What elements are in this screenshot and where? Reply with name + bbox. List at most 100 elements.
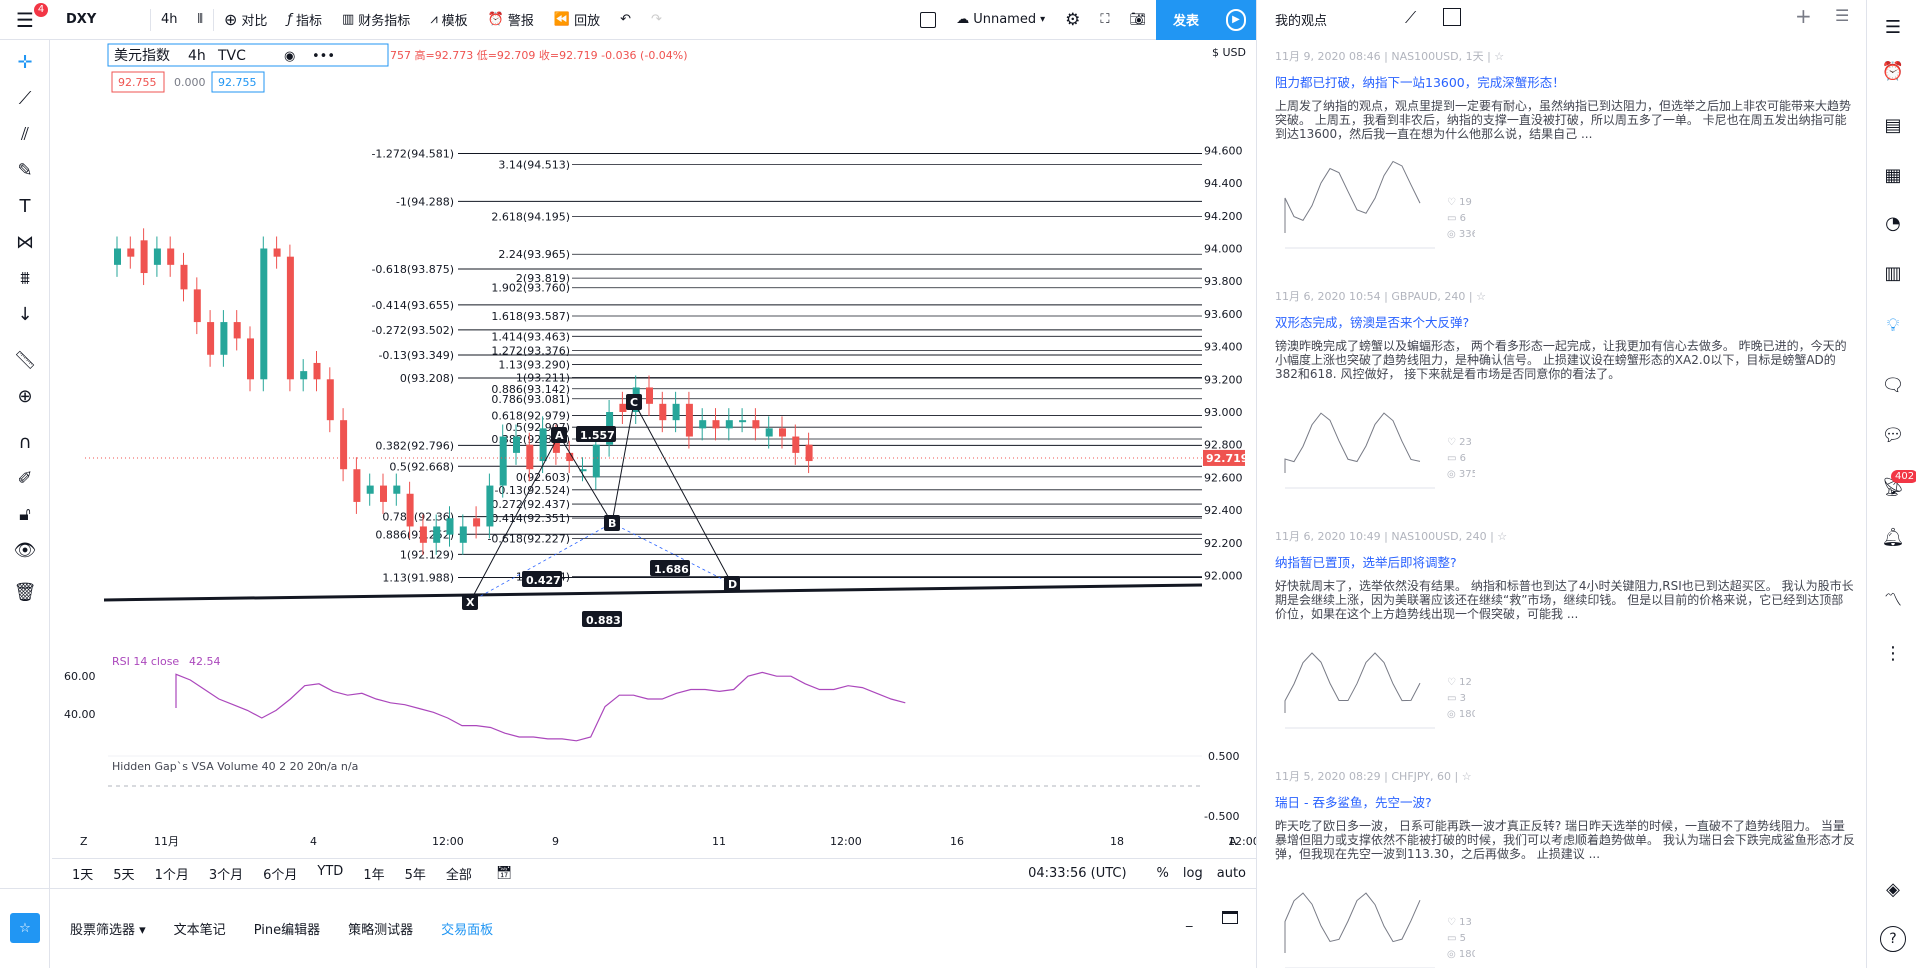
range-button[interactable]: 1个月: [154, 868, 189, 883]
idea-thumbnail[interactable]: ♡ 12 ▭ 3 ◎ 180: [1275, 633, 1478, 743]
auto-toggle[interactable]: auto: [1216, 866, 1246, 881]
percent-toggle[interactable]: %: [1156, 866, 1169, 881]
calendar-icon[interactable]: 📅︎: [495, 866, 513, 881]
range-button[interactable]: 1天: [72, 868, 94, 883]
brush-icon[interactable]: ✎: [17, 159, 33, 181]
legend-more-icon[interactable]: •••: [312, 49, 335, 64]
text-tool-icon[interactable]: T: [19, 195, 31, 217]
candle-body: [792, 436, 800, 453]
legend-eye-icon[interactable]: ◉: [284, 49, 295, 64]
idea-card[interactable]: 11月 6, 2020 10:54 | GBPAUD, 240 | ☆ 双形态完成…: [1275, 288, 1855, 503]
interval-button[interactable]: 4h: [161, 12, 178, 27]
trash-icon[interactable]: 🗑︎: [13, 581, 37, 603]
idea-thumbnail[interactable]: ♡ 19 ▭ 6 ◎ 336: [1275, 153, 1478, 263]
price-tick: 94.400: [1204, 177, 1243, 190]
idea-title[interactable]: 纳指暂已置顶，选举后即将调整?: [1275, 555, 1457, 570]
clock[interactable]: 04:33:56 (UTC): [1028, 866, 1127, 881]
fullscreen-button[interactable]: ⛶: [1090, 0, 1119, 40]
prediction-tool-icon[interactable]: ⩩: [20, 267, 30, 289]
hotlist-icon[interactable]: ◔: [1885, 212, 1901, 234]
fib-tool-icon[interactable]: ⫽: [20, 123, 30, 145]
crosshair-icon[interactable]: ✛: [17, 51, 33, 73]
templates-label: 模板: [441, 14, 468, 29]
snapshot-button[interactable]: 📷︎: [1119, 0, 1156, 40]
lock-drawing-icon[interactable]: ✐: [17, 467, 33, 489]
layout-toggle-button[interactable]: [910, 0, 946, 40]
favorite-star-button[interactable]: ☆: [10, 913, 40, 943]
alert-button[interactable]: ⏰ 警报: [478, 0, 544, 40]
settings-button[interactable]: ⚙: [1055, 0, 1090, 40]
compare-button[interactable]: ⊕ 对比: [214, 0, 277, 40]
idea-thumbnail[interactable]: ♡ 13 ▭ 5 ◎ 180: [1275, 873, 1478, 968]
bell-icon[interactable]: 🔔︎: [1881, 526, 1905, 548]
undo-button[interactable]: ↶: [610, 0, 641, 40]
range-button[interactable]: 6个月: [263, 868, 298, 883]
layout-name-button[interactable]: ☁ Unnamed ▾: [946, 0, 1055, 40]
idea-card[interactable]: 11月 5, 2020 08:29 | CHFJPY, 60 | ☆ 瑞日 - 吞…: [1275, 768, 1855, 968]
calendar-icon[interactable]: ▥: [1884, 262, 1902, 284]
redo-button[interactable]: ↷: [641, 0, 672, 40]
eye-icon[interactable]: 👁︎: [13, 539, 37, 561]
ruler-icon[interactable]: 📏︎: [13, 349, 37, 371]
log-toggle[interactable]: log: [1182, 866, 1203, 881]
publish-button[interactable]: 发表: [1156, 0, 1216, 40]
symbol-search-button[interactable]: DXY: [66, 12, 97, 27]
range-button[interactable]: 1年: [363, 868, 385, 883]
zoom-in-icon[interactable]: ⊕: [17, 385, 33, 407]
chart-type-button[interactable]: ⫴: [188, 0, 213, 40]
minimize-panel-button[interactable]: _: [1186, 913, 1193, 928]
panel-tab[interactable]: 交易面板: [441, 922, 494, 938]
range-button[interactable]: YTD: [317, 864, 344, 879]
candle-body: [566, 452, 574, 462]
trend-line-icon[interactable]: ⟋: [18, 87, 32, 109]
idea-card[interactable]: 11月 9, 2020 08:46 | NAS100USD, 1天 | ☆ 阻力都…: [1275, 48, 1855, 263]
watchlist-icon[interactable]: ☰: [1884, 16, 1902, 38]
legend-name: 美元指数: [114, 48, 170, 64]
range-button[interactable]: 5天: [113, 868, 135, 883]
panel-tab[interactable]: 股票筛选器 ▾: [70, 922, 146, 938]
idea-card[interactable]: 11月 6, 2020 10:49 | NAS100USD, 240 | ☆ 纳指…: [1275, 528, 1855, 743]
arrow-down-icon[interactable]: ↓: [17, 303, 33, 325]
panel-tab[interactable]: Pine编辑器: [253, 922, 321, 938]
candle-body: [552, 436, 560, 453]
maximize-panel-button[interactable]: [1222, 911, 1238, 928]
candle-body: [752, 420, 760, 429]
messages-icon[interactable]: 💬︎: [1881, 424, 1905, 446]
templates-button[interactable]: ⩘ 模板: [420, 0, 477, 40]
replay-label: 回放: [574, 14, 601, 29]
add-idea-button[interactable]: +: [1795, 4, 1812, 28]
candle-body: [513, 436, 520, 453]
financials-button[interactable]: ▥ 财务指标: [332, 0, 420, 40]
layout-name-label: Unnamed: [973, 12, 1037, 27]
data-window-icon[interactable]: ▦: [1884, 164, 1902, 186]
pattern-tool-icon[interactable]: ⋈: [16, 231, 34, 253]
chart-canvas[interactable]: 美元指数 4h TVC ◉ ••• 757 高=92.773 低=92.709 …: [52, 40, 1256, 860]
alarm-clock-icon[interactable]: ⏰: [1881, 60, 1905, 82]
idea-thumbnail[interactable]: ♡ 23 ▭ 6 ◎ 375: [1275, 393, 1478, 503]
menu-button[interactable]: ☰ 4: [0, 0, 50, 40]
magnet-icon[interactable]: ∩: [18, 431, 32, 453]
help-icon[interactable]: ?: [1880, 926, 1906, 952]
more-dots-icon[interactable]: ⋮: [1884, 642, 1902, 664]
replay-button[interactable]: ⏪ 回放: [544, 0, 610, 40]
ideas-bulb-icon[interactable]: 💡︎: [1886, 314, 1900, 336]
select-area-button[interactable]: [1443, 8, 1461, 26]
range-button[interactable]: 3个月: [208, 868, 244, 883]
idea-title[interactable]: 阻力都已打破，纳指下一站13600，完成深蟹形态！: [1275, 75, 1565, 90]
range-button[interactable]: 5年: [404, 868, 426, 883]
indicators-button[interactable]: ƒ 指标: [277, 0, 332, 40]
layers-icon[interactable]: ◈: [1886, 878, 1900, 900]
idea-meta: 11月 5, 2020 08:29 | CHFJPY, 60 | ☆: [1275, 770, 1472, 783]
range-button[interactable]: 全部: [445, 868, 472, 883]
drawing-link-button[interactable]: ⟋: [1405, 8, 1416, 28]
news-icon[interactable]: ▤: [1884, 114, 1902, 136]
idea-title[interactable]: 双形态完成，镑澳是否来个大反弹?: [1275, 315, 1470, 330]
panel-tab[interactable]: 文本笔记: [173, 922, 226, 938]
idea-title[interactable]: 瑞日 - 吞多鲨鱼，先空一波?: [1275, 795, 1432, 810]
unlock-icon[interactable]: 🔓︎: [19, 503, 31, 525]
trend-icon[interactable]: 〽: [1884, 590, 1902, 611]
panel-tab[interactable]: 策略测试器: [348, 922, 414, 938]
chat-icon[interactable]: 🗨︎: [1881, 374, 1905, 396]
play-button[interactable]: ▶: [1216, 0, 1256, 40]
list-view-button[interactable]: ☰: [1835, 6, 1849, 25]
